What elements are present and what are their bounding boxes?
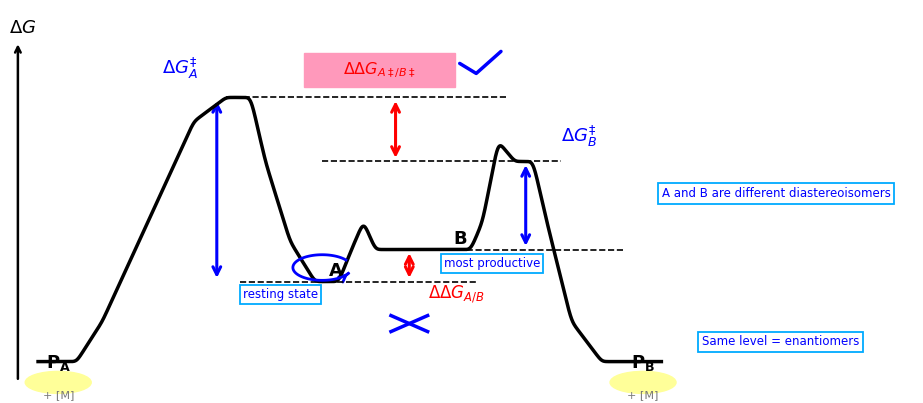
Text: $\Delta\Delta G_{A\ddagger/B\ddagger}$: $\Delta\Delta G_{A\ddagger/B\ddagger}$ <box>342 61 415 80</box>
Text: $\Delta G_B^{\ddagger}$: $\Delta G_B^{\ddagger}$ <box>560 124 596 150</box>
FancyBboxPatch shape <box>304 54 455 87</box>
Text: resting state: resting state <box>244 288 318 301</box>
Text: A: A <box>329 262 343 280</box>
Text: $\mathbf{P_B}$: $\mathbf{P_B}$ <box>631 353 655 373</box>
Ellipse shape <box>610 372 676 393</box>
Text: Same level = enantiomers: Same level = enantiomers <box>701 335 859 348</box>
Text: most productive: most productive <box>444 257 540 270</box>
Text: A and B are different diastereoisomers: A and B are different diastereoisomers <box>662 187 891 200</box>
Text: + [M]: + [M] <box>628 390 659 400</box>
Text: B: B <box>453 230 466 247</box>
Text: $\Delta\Delta G_{A/B}$: $\Delta\Delta G_{A/B}$ <box>427 284 485 305</box>
Text: $\Delta G$: $\Delta G$ <box>8 19 36 37</box>
Text: $\Delta G_A^{\ddagger}$: $\Delta G_A^{\ddagger}$ <box>162 56 198 81</box>
Text: + [M]: + [M] <box>42 390 74 400</box>
Ellipse shape <box>25 372 91 393</box>
Text: $\mathbf{P_A}$: $\mathbf{P_A}$ <box>45 353 71 373</box>
